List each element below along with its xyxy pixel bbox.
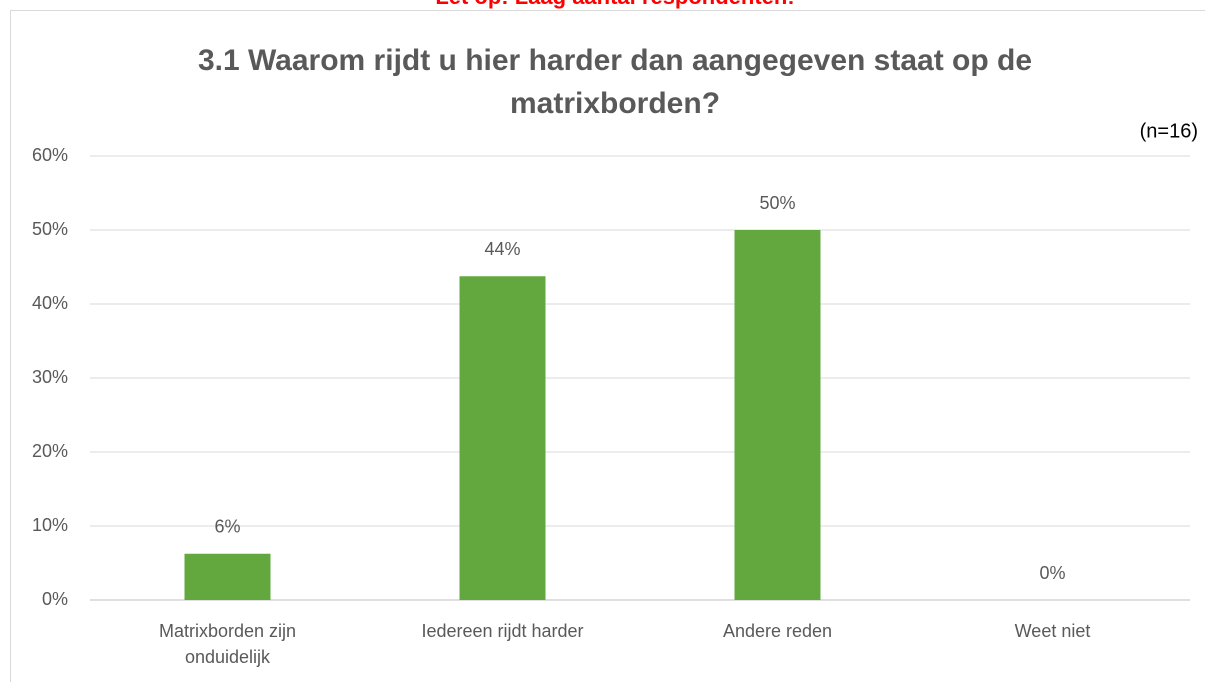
data-label: 44%: [484, 239, 520, 259]
y-tick-label: 50%: [32, 219, 68, 239]
chart-frame: [10, 10, 1205, 682]
y-tick-label: 40%: [32, 293, 68, 313]
x-tick-label: Andere reden: [722, 621, 833, 641]
bar: [734, 230, 821, 600]
warning: Let op: Laag aantal respondenten!: [435, 0, 794, 9]
data-label: 50%: [759, 193, 795, 213]
sample-size: (n=16): [1140, 120, 1198, 142]
x-tick-label: Weet niet: [1014, 621, 1091, 641]
y-tick-label: 30%: [32, 367, 68, 387]
chart-title: 3.1 Waarom rijdt u hier harder dan aange…: [198, 44, 1032, 120]
bar: [459, 276, 546, 600]
x-tick-label: Matrixborden zijn onduidelijk: [158, 621, 297, 667]
x-tick-label: Iedereen rijdt harder: [421, 621, 584, 641]
y-tick-label: 60%: [32, 145, 68, 165]
data-label: 6%: [214, 517, 240, 537]
data-label: 0%: [1039, 563, 1065, 583]
y-tick-label: 20%: [32, 441, 68, 461]
y-tick-label: 0%: [42, 589, 68, 609]
y-tick-label: 10%: [32, 515, 68, 535]
bar: [184, 553, 271, 600]
